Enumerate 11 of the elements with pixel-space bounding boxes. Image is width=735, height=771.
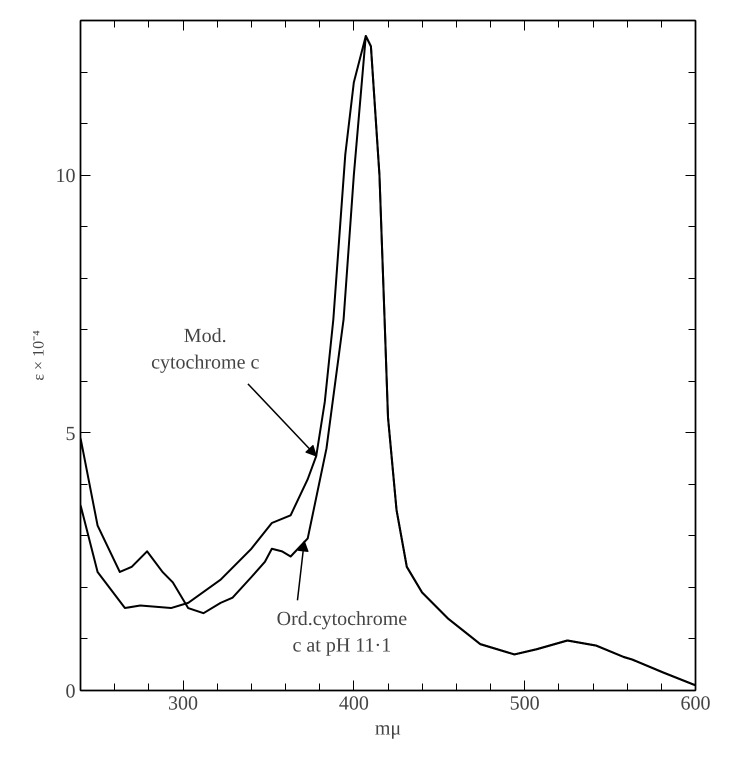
y-tick-label: 5 bbox=[66, 422, 76, 445]
x-axis-title: mμ bbox=[374, 718, 402, 740]
x-tick-label: 500 bbox=[510, 692, 540, 714]
x-tick-label: 600 bbox=[680, 692, 710, 714]
y-tick-label: 10 bbox=[56, 165, 76, 188]
y-axis-title: ε × 10⁻⁴ bbox=[30, 330, 48, 381]
annotation: Mod. cytochrome c bbox=[151, 325, 260, 374]
y-tick-label: 0 bbox=[66, 680, 76, 702]
x-tick-label: 400 bbox=[338, 692, 369, 714]
annotation: Ord.cytochrome c at pH 11·1 bbox=[276, 608, 408, 656]
x-tick-label: 300 bbox=[168, 692, 198, 714]
